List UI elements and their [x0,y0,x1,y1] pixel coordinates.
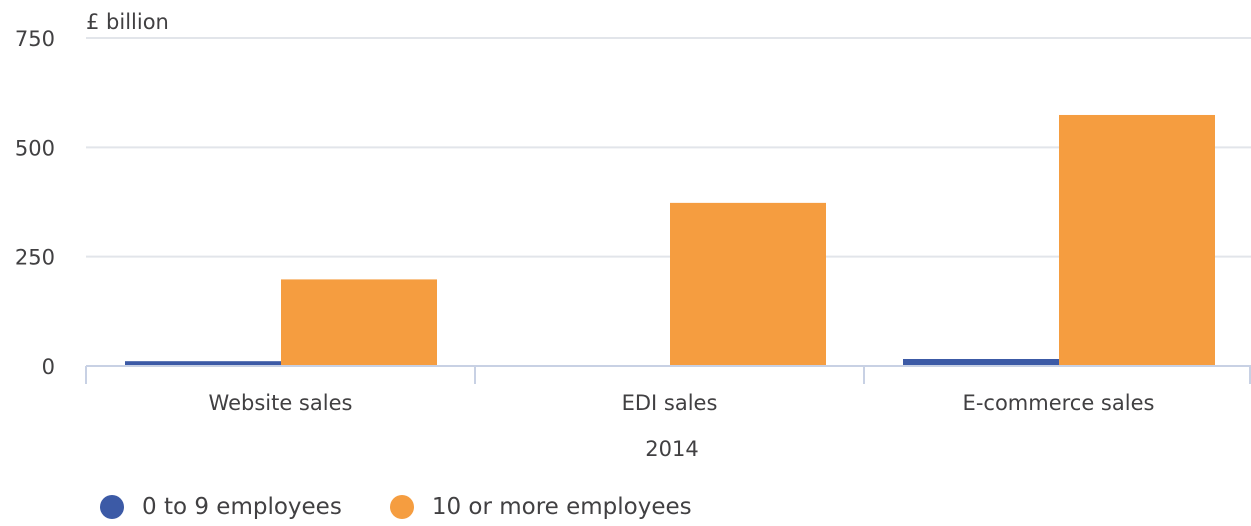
x-axis-title: 2014 [645,437,698,461]
x-tick-label-1: EDI sales [622,391,718,415]
legend-item-small[interactable]: 0 to 9 employees [100,494,342,520]
bar-website-sales-series-0[interactable] [125,361,281,366]
legend-item-large[interactable]: 10 or more employees [389,494,692,520]
y-tick-label-500: 500 [15,136,55,160]
legend-label-small: 0 to 9 employees [142,494,342,520]
x-axis: Website sales EDI sales E-commerce sales [85,365,1251,415]
legend-label-large: 10 or more employees [431,494,692,520]
y-axis-ticks: 0 250 500 750 [15,27,55,379]
bar-e-commerce-sales-series-1[interactable] [1059,114,1215,366]
x-tick-label-0: Website sales [209,391,353,415]
bar-e-commerce-sales-series-0[interactable] [903,359,1059,366]
x-tick-label-2: E-commerce sales [963,391,1155,415]
bars-group [125,114,1215,366]
y-tick-label-0: 0 [42,355,55,379]
legend-swatch-large [389,495,414,519]
bar-website-sales-series-1[interactable] [281,279,437,366]
gridlines [86,37,1251,258]
y-axis-title: £ billion [86,10,169,34]
y-tick-label-750: 750 [15,27,55,51]
bar-chart: £ billion Website sales EDI sales E-commer… [15,10,1251,461]
legend-swatch-small [100,495,124,519]
bar-edi-sales-series-1[interactable] [670,202,826,366]
legend: 0 to 9 employees 10 or more employees [100,494,740,520]
y-tick-label-250: 250 [15,246,55,270]
